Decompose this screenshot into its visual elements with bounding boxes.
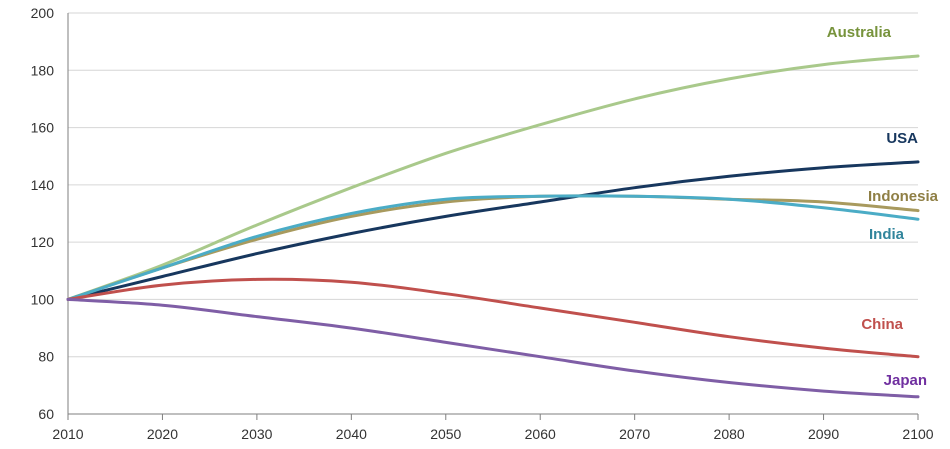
- y-tick-label: 160: [31, 120, 55, 136]
- y-tick-label: 60: [38, 406, 54, 422]
- series-line-australia: [66, 54, 920, 301]
- y-tick-label: 180: [31, 62, 55, 78]
- series-line-indonesia: [66, 194, 920, 301]
- x-tick-label: 2040: [336, 426, 367, 442]
- series-line-china: [66, 277, 920, 359]
- axes: [67, 13, 919, 420]
- y-tick-label: 140: [31, 177, 55, 193]
- x-tick-labels: 2010 2020 2030 2040 2050 2060 2070 2080 2090 2100: [52, 426, 933, 442]
- series-label-japan: Japan: [884, 372, 927, 389]
- y-tick-label: 120: [31, 234, 55, 250]
- y-tick-labels: 60 80 100 120 140 160 180 200: [31, 5, 55, 422]
- series-label-china: China: [861, 316, 903, 333]
- x-tick-label: 2100: [902, 426, 933, 442]
- gridlines: [68, 12, 918, 358]
- x-tick-label: 2080: [714, 426, 745, 442]
- series-label-india: India: [869, 226, 905, 243]
- x-tick-label: 2070: [619, 426, 650, 442]
- y-tick-label: 80: [38, 349, 54, 365]
- series-label-usa: USA: [886, 130, 918, 147]
- y-tick-label: 100: [31, 291, 55, 307]
- series-label-indonesia: Indonesia: [868, 188, 939, 205]
- series-line-japan: [66, 297, 920, 399]
- x-tick-label: 2020: [147, 426, 178, 442]
- x-tick-label: 2090: [808, 426, 839, 442]
- series-label-australia: Australia: [827, 24, 892, 41]
- x-tick-label: 2050: [430, 426, 461, 442]
- series-line-usa: [66, 160, 920, 301]
- x-tick-label: 2010: [52, 426, 83, 442]
- series-labels: Australia USA Indonesia India China Japan: [827, 24, 939, 389]
- x-tick-label: 2060: [525, 426, 556, 442]
- series-lines: [66, 54, 920, 399]
- series-line-india: [66, 194, 920, 301]
- x-tick-label: 2030: [241, 426, 272, 442]
- y-tick-label: 200: [31, 5, 55, 21]
